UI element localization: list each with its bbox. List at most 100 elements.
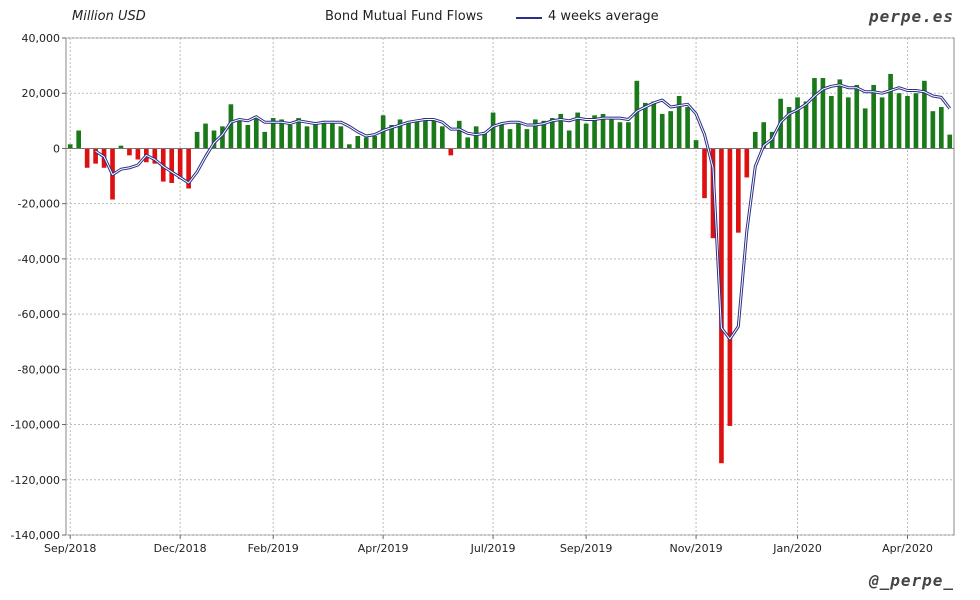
bar [456,120,462,149]
legend-label-average: 4 weeks average [548,9,659,24]
bar [135,148,141,160]
x-tick-label: Jul/2019 [470,542,516,555]
bar [736,148,741,233]
bar [938,107,944,149]
bar [820,78,826,149]
bar [473,126,479,149]
bar [287,124,293,149]
y-tick-label: -60,000 [18,308,60,321]
bar [406,122,411,149]
bar [803,101,809,149]
bar [262,131,268,149]
bar [541,120,547,149]
bar [253,116,259,149]
bar [152,148,158,164]
bar [482,131,487,149]
bar [169,148,175,183]
bar [440,126,445,149]
bar [668,111,674,149]
legend-line-swatch [516,16,542,19]
bar [414,120,420,149]
y-tick-label: 40,000 [22,32,61,45]
bar [118,145,124,149]
bar [617,122,623,149]
y-tick-label: -80,000 [18,363,60,376]
bar [744,148,750,178]
bar [786,107,792,149]
bar [76,130,82,149]
bar [566,130,572,149]
bar [837,79,843,149]
bar [228,104,234,149]
bar [279,119,284,149]
bar [524,129,530,149]
bar [346,144,352,149]
bar [304,126,310,149]
bar [558,113,564,149]
bar [84,148,90,168]
bar [194,131,200,149]
bar [888,73,893,149]
bar [321,120,327,149]
bar [575,112,580,149]
bar [727,148,733,426]
author-handle: @_perpe_ [868,571,954,590]
average-line [95,84,951,340]
bar [685,107,690,149]
bar [507,129,513,149]
bar [499,123,504,149]
bar [220,126,225,149]
bar [270,118,276,149]
y-tick-label: 20,000 [22,87,61,100]
x-tick-label: Jan/2020 [772,542,822,555]
bar [355,136,361,149]
y-tick-label: -140,000 [11,529,60,542]
bar [211,130,217,149]
bar [330,120,335,149]
bar [389,124,394,149]
bar [203,123,208,149]
bar [516,123,521,149]
bar [237,120,242,149]
bar [245,124,251,149]
bar [490,112,496,149]
chart-title: Bond Mutual Fund Flows [325,9,484,24]
y-tick-label: 0 [53,142,60,155]
x-tick-label: Dec/2018 [154,542,207,555]
bar [431,120,437,149]
bar [659,113,665,149]
bar [313,122,318,149]
bar [67,144,73,149]
x-tick-label: Apr/2019 [358,542,409,555]
y-tick-label: -20,000 [18,198,60,211]
bar [676,95,682,149]
brand-label: perpe.es [868,7,954,26]
bar [626,122,631,149]
bar [583,123,589,149]
y-tick-label: -40,000 [18,253,60,266]
bar [905,95,910,149]
bar [930,111,936,149]
bar [752,131,758,149]
y-tick-label: -120,000 [11,474,60,487]
bar [829,95,834,149]
bar [465,137,471,149]
legend: 4 weeks average [516,9,659,24]
bar [397,119,403,149]
y-unit-label: Million USD [72,9,146,24]
bar [177,148,183,179]
bar [862,108,868,149]
bar [871,84,876,149]
bar [845,97,851,149]
bar [448,148,454,156]
bar [609,118,614,149]
bar [296,118,301,149]
bar [363,137,369,149]
bar [423,118,428,149]
bar [338,126,344,149]
bar [913,93,919,149]
x-tick-label: Apr/2020 [882,542,933,555]
bar [549,118,555,149]
y-tick-label: -100,000 [11,419,60,432]
